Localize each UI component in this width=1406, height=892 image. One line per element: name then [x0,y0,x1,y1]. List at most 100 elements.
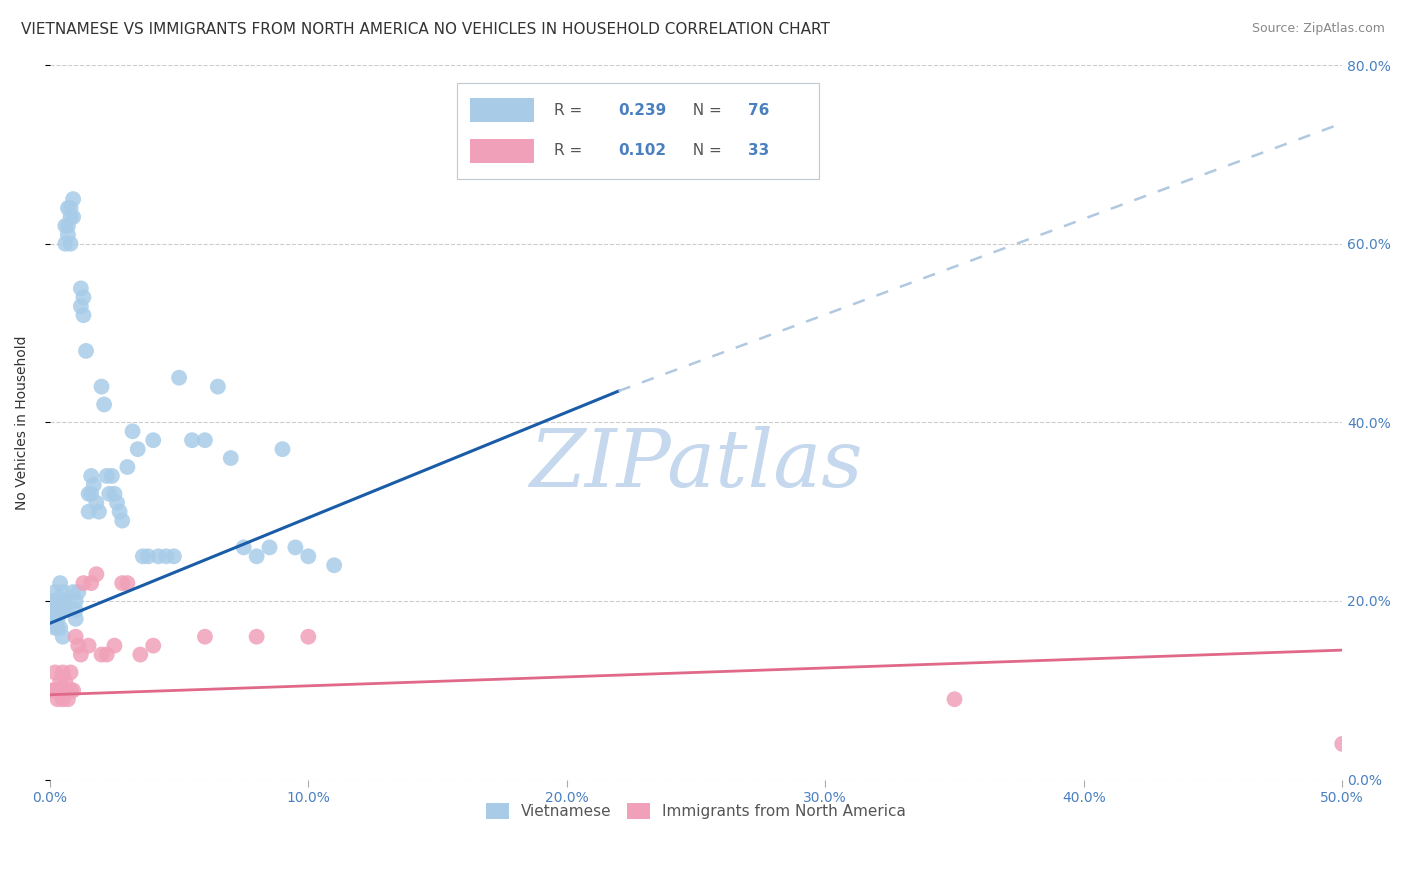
Point [59,683,82,698]
Point [70,299,93,313]
Point [49,603,72,617]
Text: 76: 76 [748,103,769,118]
Point [284,541,307,555]
Text: 33: 33 [748,144,769,159]
Legend: Vietnamese, Immigrants from North America: Vietnamese, Immigrants from North Americ… [479,797,912,826]
Point [90,379,112,393]
Point [46,603,69,617]
Point [207,379,229,393]
Point [103,487,125,501]
Point [219,451,242,466]
Point [49,576,72,591]
Point [1331,737,1354,751]
Point [297,630,319,644]
Point [142,639,165,653]
Point [53,683,76,698]
Point [132,549,155,564]
Point [194,434,217,448]
Point [77,505,100,519]
Point [41,612,63,626]
Point [96,469,118,483]
Point [49,621,72,635]
Point [93,397,115,411]
Point [72,576,94,591]
Text: R =: R = [554,144,588,159]
Text: ZIPatlas: ZIPatlas [529,426,863,504]
Point [181,434,204,448]
Text: 0.102: 0.102 [619,144,666,159]
Point [77,487,100,501]
Point [65,630,87,644]
Point [163,549,186,564]
Point [127,442,149,457]
Point [117,460,139,475]
Point [46,612,69,626]
Point [59,236,82,251]
Point [297,549,319,564]
Point [53,219,76,233]
Point [70,281,93,295]
Point [62,585,84,599]
Point [56,692,79,706]
Point [44,585,66,599]
Bar [470,98,534,122]
Point [72,308,94,322]
Point [62,683,84,698]
Point [142,434,165,448]
Point [167,370,190,384]
Point [232,541,254,555]
Point [72,290,94,304]
Point [194,630,217,644]
Point [103,639,125,653]
Point [62,210,84,224]
Point [117,576,139,591]
Point [49,674,72,689]
Point [44,665,66,680]
Point [65,594,87,608]
Text: 0.239: 0.239 [619,103,666,118]
Text: R =: R = [554,103,588,118]
Point [59,210,82,224]
Point [46,692,69,706]
Point [108,505,131,519]
Point [65,612,87,626]
Point [56,201,79,215]
FancyBboxPatch shape [457,83,818,179]
Point [111,576,134,591]
Bar [470,139,534,162]
Point [52,692,75,706]
Point [129,648,152,662]
Point [44,603,66,617]
Point [101,469,124,483]
Point [80,469,103,483]
Point [52,665,75,680]
Point [44,683,66,698]
Point [148,549,170,564]
Point [87,505,110,519]
Point [44,621,66,635]
Point [80,487,103,501]
Point [53,594,76,608]
Point [246,630,269,644]
Point [52,594,75,608]
Point [56,227,79,242]
Point [59,665,82,680]
Point [62,192,84,206]
Point [67,585,90,599]
Point [136,549,159,564]
Point [67,639,90,653]
Point [111,514,134,528]
Point [259,541,281,555]
Point [49,683,72,698]
Point [77,639,100,653]
Point [53,603,76,617]
Point [121,425,143,439]
Point [65,603,87,617]
Point [96,648,118,662]
Point [49,594,72,608]
Y-axis label: No Vehicles in Household: No Vehicles in Household [15,335,30,509]
Point [56,219,79,233]
Text: VIETNAMESE VS IMMIGRANTS FROM NORTH AMERICA NO VEHICLES IN HOUSEHOLD CORRELATION: VIETNAMESE VS IMMIGRANTS FROM NORTH AMER… [21,22,830,37]
Point [98,487,121,501]
Point [246,549,269,564]
